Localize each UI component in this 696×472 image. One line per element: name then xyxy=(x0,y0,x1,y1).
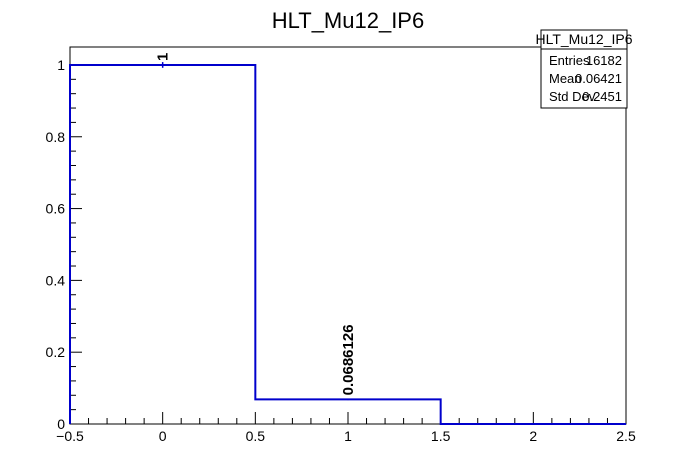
stats-entries-label: Entries xyxy=(549,53,590,68)
x-tick-label: −0.5 xyxy=(56,428,84,444)
x-tick-label: 1.5 xyxy=(431,428,451,444)
stats-mean-label: Mean xyxy=(549,71,582,86)
y-tick-label: 0.4 xyxy=(46,272,66,288)
histogram-bins: 1 0.0686126 xyxy=(69,53,626,425)
y-axis: 0 0.2 0.4 0.6 0.8 1 xyxy=(46,57,82,432)
stats-box-title: HLT_Mu12_IP6 xyxy=(535,31,632,47)
x-tick-label: 0 xyxy=(159,428,167,444)
stats-box: HLT_Mu12_IP6 Entries 16182 Mean 0.06421 … xyxy=(535,29,633,109)
x-tick-label: 2 xyxy=(529,428,537,444)
x-tick-label: 0.5 xyxy=(246,428,266,444)
x-tick-label: 1 xyxy=(344,428,352,444)
y-tick-label: 0.2 xyxy=(46,344,66,360)
x-axis: −0.5 0 0.5 1 1.5 2 2.5 xyxy=(56,412,636,444)
stats-box-frame xyxy=(540,29,628,109)
histogram-step-line xyxy=(69,63,626,425)
bin-value-label: 0.0686126 xyxy=(340,324,357,395)
chart-title: HLT_Mu12_IP6 xyxy=(272,8,424,33)
y-tick-label: 0.8 xyxy=(46,129,66,145)
stats-stddev-value: 0.2451 xyxy=(582,89,622,104)
stats-stddev-label: Std Dev xyxy=(549,89,596,104)
y-tick-label: 0.6 xyxy=(46,201,66,217)
x-tick-label: 2.5 xyxy=(616,428,636,444)
stats-entries-value: 16182 xyxy=(586,53,622,68)
y-tick-label: 0 xyxy=(57,416,65,432)
bin-value-label: 1 xyxy=(155,53,172,61)
stats-mean-value: 0.06421 xyxy=(575,71,622,86)
y-tick-label: 1 xyxy=(57,57,65,73)
